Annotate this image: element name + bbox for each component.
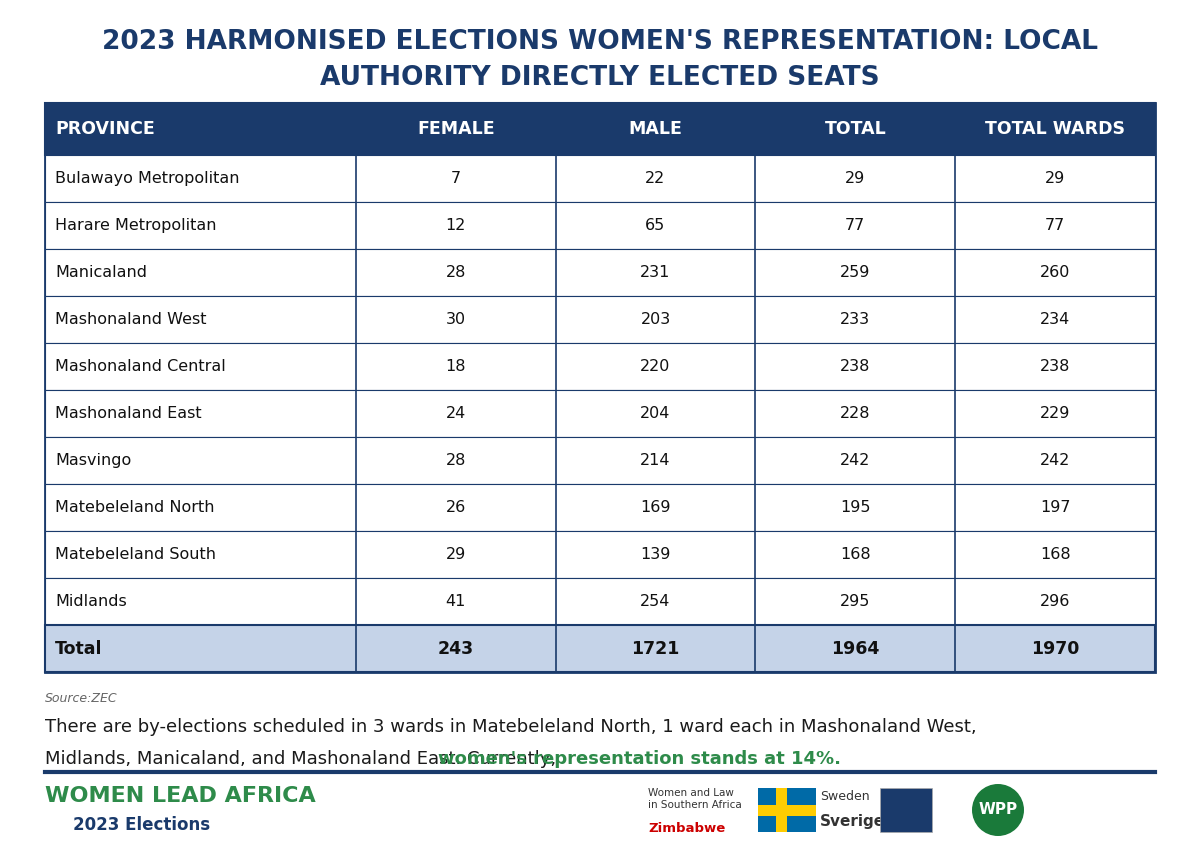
Text: 24: 24 bbox=[445, 406, 466, 421]
Text: 2023 Elections: 2023 Elections bbox=[73, 816, 210, 834]
Text: 28: 28 bbox=[445, 453, 466, 468]
Text: Mashonaland East: Mashonaland East bbox=[55, 406, 202, 421]
Text: Women and Law
in Southern Africa: Women and Law in Southern Africa bbox=[648, 788, 742, 810]
Text: 295: 295 bbox=[840, 594, 870, 609]
Text: MALE: MALE bbox=[629, 120, 683, 138]
Text: 254: 254 bbox=[641, 594, 671, 609]
Bar bbox=[776, 788, 787, 832]
Text: Matebeleland South: Matebeleland South bbox=[55, 547, 216, 562]
Text: 203: 203 bbox=[641, 312, 671, 327]
Text: 18: 18 bbox=[445, 359, 466, 374]
Bar bbox=[758, 788, 816, 832]
Text: 29: 29 bbox=[445, 547, 466, 562]
Text: 22: 22 bbox=[646, 171, 666, 186]
Text: 168: 168 bbox=[840, 547, 871, 562]
Bar bbox=[46, 625, 1154, 672]
Text: 41: 41 bbox=[445, 594, 466, 609]
Text: 2023 HARMONISED ELECTIONS WOMEN'S REPRESENTATION: LOCAL: 2023 HARMONISED ELECTIONS WOMEN'S REPRES… bbox=[102, 29, 1098, 55]
Text: 7: 7 bbox=[451, 171, 461, 186]
Bar bbox=[46, 578, 1154, 625]
Bar bbox=[46, 390, 1154, 437]
Text: 1721: 1721 bbox=[631, 639, 679, 657]
Bar bbox=[46, 249, 1154, 296]
Text: 65: 65 bbox=[646, 218, 666, 233]
Text: 169: 169 bbox=[641, 500, 671, 515]
Text: Midlands, Manicaland, and Mashonaland East. Currently,: Midlands, Manicaland, and Mashonaland Ea… bbox=[46, 750, 562, 768]
Bar bbox=[46, 202, 1154, 249]
Text: 243: 243 bbox=[438, 639, 474, 657]
Text: 220: 220 bbox=[641, 359, 671, 374]
Text: 197: 197 bbox=[1040, 500, 1070, 515]
Text: 204: 204 bbox=[641, 406, 671, 421]
Text: WOMEN LEAD AFRICA: WOMEN LEAD AFRICA bbox=[46, 786, 316, 806]
Text: 12: 12 bbox=[445, 218, 466, 233]
Text: TOTAL WARDS: TOTAL WARDS bbox=[985, 120, 1126, 138]
Text: Harare Metropolitan: Harare Metropolitan bbox=[55, 218, 216, 233]
Text: AUTHORITY DIRECTLY ELECTED SEATS: AUTHORITY DIRECTLY ELECTED SEATS bbox=[320, 65, 880, 91]
Text: There are by-elections scheduled in 3 wards in Matebeleland North, 1 ward each i: There are by-elections scheduled in 3 wa… bbox=[46, 718, 977, 736]
Text: 229: 229 bbox=[1040, 406, 1070, 421]
Text: 234: 234 bbox=[1040, 312, 1070, 327]
Text: Masvingo: Masvingo bbox=[55, 453, 131, 468]
Text: PROVINCE: PROVINCE bbox=[55, 120, 155, 138]
Circle shape bbox=[972, 784, 1024, 836]
Text: 242: 242 bbox=[840, 453, 870, 468]
Bar bbox=[758, 805, 816, 816]
Text: 139: 139 bbox=[641, 547, 671, 562]
Bar bbox=[46, 103, 1154, 155]
Text: 77: 77 bbox=[845, 218, 865, 233]
Text: 231: 231 bbox=[641, 265, 671, 280]
Text: women's representation stands at 14%.: women's representation stands at 14%. bbox=[438, 750, 841, 768]
Text: 30: 30 bbox=[445, 312, 466, 327]
Text: Bulawayo Metropolitan: Bulawayo Metropolitan bbox=[55, 171, 240, 186]
Bar bbox=[46, 103, 1154, 672]
Text: 77: 77 bbox=[1045, 218, 1066, 233]
Text: TOTAL: TOTAL bbox=[824, 120, 886, 138]
Text: Zimbabwe: Zimbabwe bbox=[648, 822, 725, 835]
Text: IDEA: IDEA bbox=[889, 804, 923, 817]
Text: Sverige: Sverige bbox=[820, 814, 886, 829]
Text: Mashonaland Central: Mashonaland Central bbox=[55, 359, 226, 374]
Bar bbox=[46, 343, 1154, 390]
Bar bbox=[46, 531, 1154, 578]
Text: 259: 259 bbox=[840, 265, 870, 280]
Text: 296: 296 bbox=[1040, 594, 1070, 609]
Text: 238: 238 bbox=[840, 359, 870, 374]
Text: 26: 26 bbox=[445, 500, 466, 515]
Text: 228: 228 bbox=[840, 406, 870, 421]
Text: 1970: 1970 bbox=[1031, 639, 1079, 657]
Text: Total: Total bbox=[55, 639, 102, 657]
Text: 29: 29 bbox=[845, 171, 865, 186]
Text: Sweden: Sweden bbox=[820, 790, 870, 803]
Text: 238: 238 bbox=[1040, 359, 1070, 374]
Text: Matebeleland North: Matebeleland North bbox=[55, 500, 215, 515]
Text: 260: 260 bbox=[1040, 265, 1070, 280]
Text: FEMALE: FEMALE bbox=[416, 120, 494, 138]
Text: WPP: WPP bbox=[978, 802, 1018, 817]
Text: 28: 28 bbox=[445, 265, 466, 280]
Text: 168: 168 bbox=[1039, 547, 1070, 562]
Text: 242: 242 bbox=[1040, 453, 1070, 468]
Text: Source:ZEC: Source:ZEC bbox=[46, 692, 118, 705]
Bar bbox=[46, 437, 1154, 484]
Text: Manicaland: Manicaland bbox=[55, 265, 148, 280]
Text: 29: 29 bbox=[1045, 171, 1066, 186]
Text: Mashonaland West: Mashonaland West bbox=[55, 312, 206, 327]
Bar bbox=[46, 484, 1154, 531]
Bar bbox=[46, 155, 1154, 202]
Text: 214: 214 bbox=[641, 453, 671, 468]
Bar bbox=[46, 296, 1154, 343]
Text: 1964: 1964 bbox=[832, 639, 880, 657]
Bar bbox=[880, 788, 932, 832]
Text: 195: 195 bbox=[840, 500, 870, 515]
Text: 233: 233 bbox=[840, 312, 870, 327]
Text: Midlands: Midlands bbox=[55, 594, 127, 609]
